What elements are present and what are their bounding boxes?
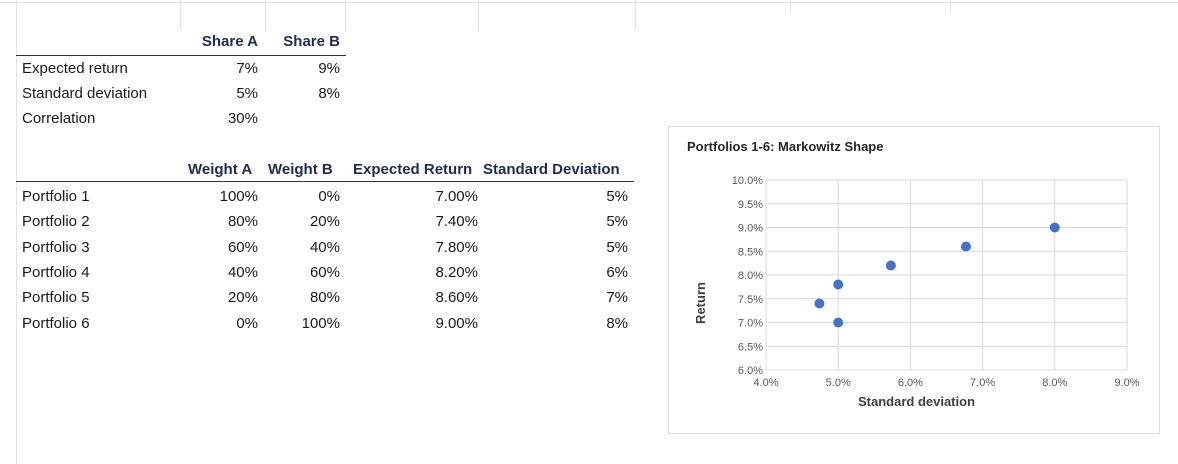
weight-a-p2: 80% [227,213,258,231]
chart-container[interactable]: Portfolios 1-6: Markowitz Shape 6.0% 6.5%… [668,126,1160,434]
header-expected-return: Expected Return [353,161,473,178]
row-label-correlation: Correlation [22,110,96,127]
standard-deviation-p3: 5% [606,238,628,256]
expected-return-p2: 7.40% [435,213,478,231]
y-tick-label: 8.0% [738,270,763,282]
portfolio-label-p5: Portfolio 5 [22,289,90,307]
header-share-b: Share B [283,33,340,50]
y-tick-label: 9.0% [738,223,763,235]
x-tick-label: 6.0% [898,377,923,389]
y-axis-title: Return [693,282,708,324]
chart-title: Portfolios 1-6: Markowitz Shape [687,139,884,154]
expected-return-p1: 7.00% [435,188,478,205]
y-tick-label: 7.5% [738,294,763,306]
expected-return-p4: 8.20% [435,263,478,281]
expected-return-p6: 9.00% [435,314,478,332]
data-point-1 [833,317,844,328]
weight-b-p6: 100% [301,314,340,332]
x-tick-label: 5.0% [826,377,851,389]
correlation-value: 30% [227,110,258,127]
portfolio-table-rule [16,181,634,182]
x-tick-label: 9.0% [1114,377,1139,389]
x-axis-title: Standard deviation [858,394,975,409]
weight-b-p1: 0% [318,188,340,205]
portfolio-label-p2: Portfolio 2 [22,213,90,231]
y-tick-label: 6.5% [738,341,763,353]
data-point-4 [885,260,896,271]
x-tick-label: 8.0% [1042,377,1067,389]
x-tick-label: 4.0% [753,377,778,389]
data-point-6 [1049,222,1060,233]
standard-deviation-p1: 5% [606,188,628,205]
header-weight-a: Weight A [188,161,253,178]
y-tick-label: 7.0% [738,318,763,330]
scatter-chart: 6.0% 6.5% 7.0% 7.5% 8.0% 8.5% 9.0% 9.5% 10.0% 4.0… [693,175,1140,409]
expected-return-p3: 7.80% [435,238,478,256]
header-weight-b: Weight B [268,161,333,178]
standard-deviation-p5: 7% [606,289,628,307]
header-share-a: Share A [201,33,258,50]
weight-b-p5: 80% [309,289,340,307]
row-label-standard-deviation: Standard deviation [22,85,148,102]
y-tick-label: 6.0% [738,365,763,377]
share-a-expected-return: 7% [236,60,258,77]
row-label-expected-return: Expected return [22,60,128,77]
portfolio-label-p1: Portfolio 1 [22,188,90,205]
weight-a-p6: 0% [236,314,258,332]
x-tick-label: 7.0% [970,377,995,389]
share-b-standard-deviation: 8% [318,85,340,102]
standard-deviation-p6: 8% [606,314,628,332]
weight-a-p5: 20% [227,289,258,307]
y-tick-label: 10.0% [732,175,763,187]
weight-b-p3: 40% [309,238,340,256]
weight-b-p4: 60% [309,263,340,281]
share-b-expected-return: 9% [318,60,340,77]
share-a-standard-deviation: 5% [236,85,258,102]
weight-b-p2: 20% [309,213,340,231]
portfolio-label-p4: Portfolio 4 [22,263,90,281]
weight-a-p4: 40% [227,263,258,281]
data-point-3 [833,279,844,290]
y-tick-label: 8.5% [738,246,763,258]
expected-return-p5: 8.60% [435,289,478,307]
top-table-rule [16,55,346,56]
y-tick-label: 9.5% [738,199,763,211]
portfolio-label-p3: Portfolio 3 [22,238,90,256]
header-standard-deviation: Standard Deviation [483,161,620,178]
data-point-2 [814,298,825,309]
weight-a-p1: 100% [219,188,258,205]
portfolio-label-p6: Portfolio 6 [22,314,90,332]
standard-deviation-p4: 6% [606,263,628,281]
data-point-5 [960,241,971,252]
weight-a-p3: 60% [227,238,258,256]
standard-deviation-p2: 5% [606,213,628,231]
